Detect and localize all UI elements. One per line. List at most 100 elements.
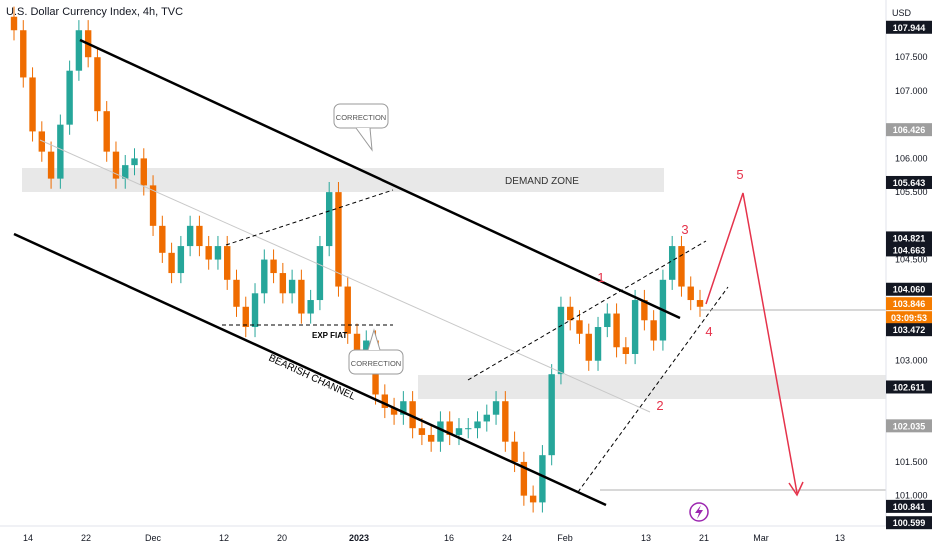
price-label-badge <box>886 20 932 34</box>
price-label-text: 100.841 <box>893 502 926 512</box>
channel-upper-line <box>79 38 681 320</box>
time-tick-label: 21 <box>699 533 709 543</box>
time-tick-label: 12 <box>219 533 229 543</box>
price-label-text: 03:09:53 <box>891 313 927 323</box>
candle-body <box>400 401 407 415</box>
callout-correction-top-text: CORRECTION <box>336 113 386 122</box>
wave-projection-line <box>705 192 798 494</box>
callout-correction-top: CORRECTION <box>333 103 389 152</box>
chart-title: U.S. Dollar Currency Index, 4h, TVC <box>6 6 184 18</box>
price-label-text: 104.663 <box>893 245 926 255</box>
candle-body <box>437 421 444 442</box>
support-zone <box>418 375 886 399</box>
candle-body <box>687 286 694 301</box>
price-label-text: 104.821 <box>893 233 926 243</box>
candle-body <box>325 192 333 247</box>
channel-lower-line <box>13 232 607 507</box>
channel-mid-line <box>39 139 651 413</box>
rising-upper-dashed <box>467 240 707 381</box>
price-tick-label: 105.500 <box>895 187 928 197</box>
candle-body <box>131 158 138 166</box>
candle-body <box>168 252 175 274</box>
candle-body <box>196 225 203 247</box>
wave-label-5: 5 <box>736 167 743 182</box>
candle-body <box>539 455 546 503</box>
wave-label-3: 3 <box>681 222 688 237</box>
time-axis[interactable]: 14 22 Dec 12 20 2023 16 24 Feb 13 21 Mar 13 <box>23 533 845 543</box>
candle-body <box>409 401 416 429</box>
price-label-text: 106.426 <box>893 125 926 135</box>
price-label-badge <box>886 311 932 325</box>
candle-body <box>622 347 630 354</box>
candle-body <box>122 165 129 179</box>
candle-body <box>604 313 611 328</box>
candle-body <box>261 259 268 294</box>
candle-body <box>576 320 583 334</box>
lightning-event-icon[interactable] <box>689 502 709 522</box>
exp-fiat-label: EXP FIAT <box>312 331 347 340</box>
price-label-badge <box>886 499 932 513</box>
price-label-badge <box>886 380 932 394</box>
candle-body <box>224 246 231 280</box>
candle-body <box>344 286 351 334</box>
candle-body <box>567 306 574 321</box>
price-label-text: 100.599 <box>893 518 926 528</box>
candle-body <box>381 394 389 408</box>
candle-body <box>529 495 537 503</box>
candle-body <box>474 421 481 429</box>
wave-label-2: 2 <box>656 398 663 413</box>
candle-body <box>66 70 73 125</box>
candle-body <box>520 461 528 496</box>
time-tick-label: 14 <box>23 533 33 543</box>
candle-body <box>353 333 361 354</box>
time-tick-label: 20 <box>277 533 287 543</box>
candle-body <box>631 300 639 354</box>
candle-body <box>140 158 147 186</box>
candle-body <box>298 279 305 314</box>
candle-body <box>205 246 212 260</box>
candle-body <box>177 246 185 274</box>
candle-body <box>668 246 676 280</box>
price-label-text: 104.060 <box>893 285 926 295</box>
wedge-upper-dashed <box>225 189 394 246</box>
candle-body <box>446 421 453 435</box>
candle-body <box>455 428 463 435</box>
time-tick-label: 13 <box>641 533 651 543</box>
time-tick-label: Feb <box>557 533 573 543</box>
candle-body <box>186 225 194 247</box>
candle-body <box>641 300 648 321</box>
price-axis[interactable]: 107.500 107.000 106.000 105.500 104.500 103.0… <box>895 52 928 500</box>
candle-body <box>10 16 18 31</box>
candle-body <box>270 259 277 274</box>
price-label-badge <box>886 175 932 189</box>
callout-correction-bottom: CORRECTION <box>348 328 404 375</box>
rising-lower-dashed <box>577 286 729 493</box>
price-label-badge <box>886 419 932 433</box>
price-label-text: 103.472 <box>893 325 926 335</box>
candle-body <box>20 30 27 78</box>
time-tick-label: 22 <box>81 533 91 543</box>
candle-body <box>57 124 64 179</box>
price-label-badge <box>886 323 932 337</box>
price-tick-label: 101.000 <box>895 491 928 501</box>
candle-body <box>594 327 602 361</box>
candle-body <box>483 414 490 422</box>
candle-body <box>650 320 657 341</box>
price-label-text: 103.846 <box>893 299 926 309</box>
price-label-badge <box>886 282 932 296</box>
candle-body <box>103 111 110 152</box>
candle-body <box>159 225 166 253</box>
candle-body <box>418 428 426 435</box>
price-label-badge <box>886 243 932 257</box>
price-label-badge <box>886 231 932 245</box>
candle-body <box>557 306 565 375</box>
currency-label: USD <box>892 8 912 18</box>
candle-body <box>427 434 435 442</box>
candle-body <box>548 374 555 456</box>
zone-label: DEMAND ZONE <box>505 176 579 187</box>
price-label-text: 105.643 <box>893 178 926 188</box>
price-labels-group: 107.944 106.426 105.643 104.821 104.663 104.0… <box>886 20 932 530</box>
candle-body <box>47 151 55 179</box>
